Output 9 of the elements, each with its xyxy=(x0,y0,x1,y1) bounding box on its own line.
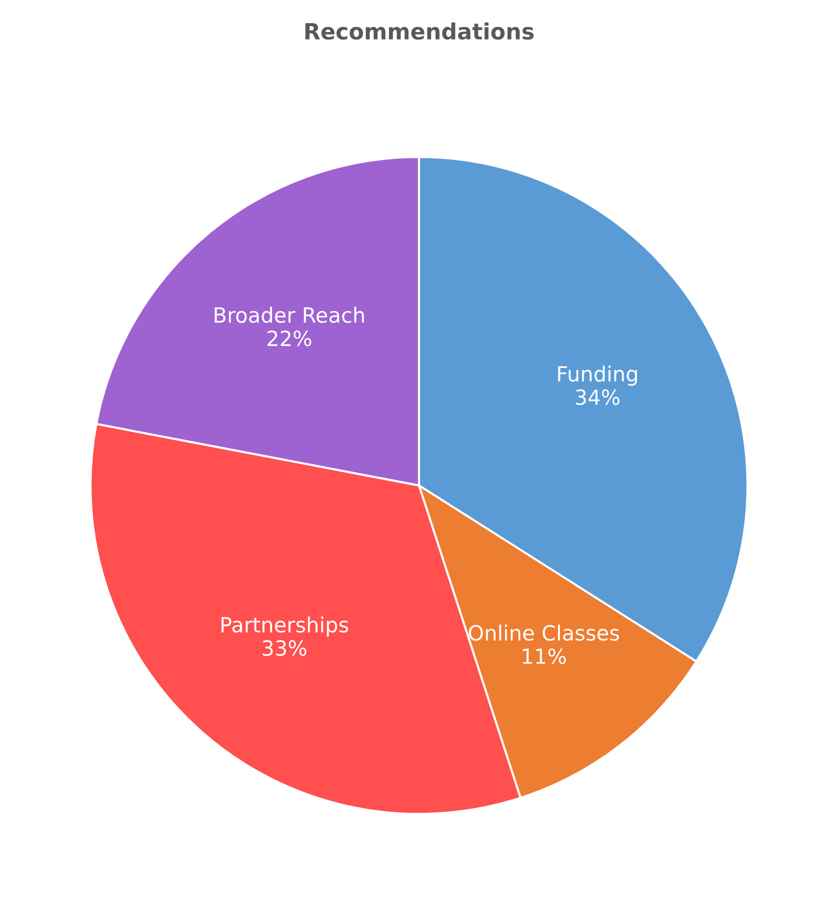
chart-title: Recommendations xyxy=(305,22,534,40)
data-label: 33% xyxy=(262,640,306,656)
slice-label: Funding xyxy=(558,366,637,386)
slice-label: Partnerships xyxy=(222,616,348,637)
data-label: 11% xyxy=(522,648,566,664)
data-label: 22% xyxy=(268,330,312,346)
data-label: 34% xyxy=(576,389,620,406)
slice-label: Online Classes xyxy=(468,624,619,641)
slice-label: Broader Reach xyxy=(214,306,364,323)
